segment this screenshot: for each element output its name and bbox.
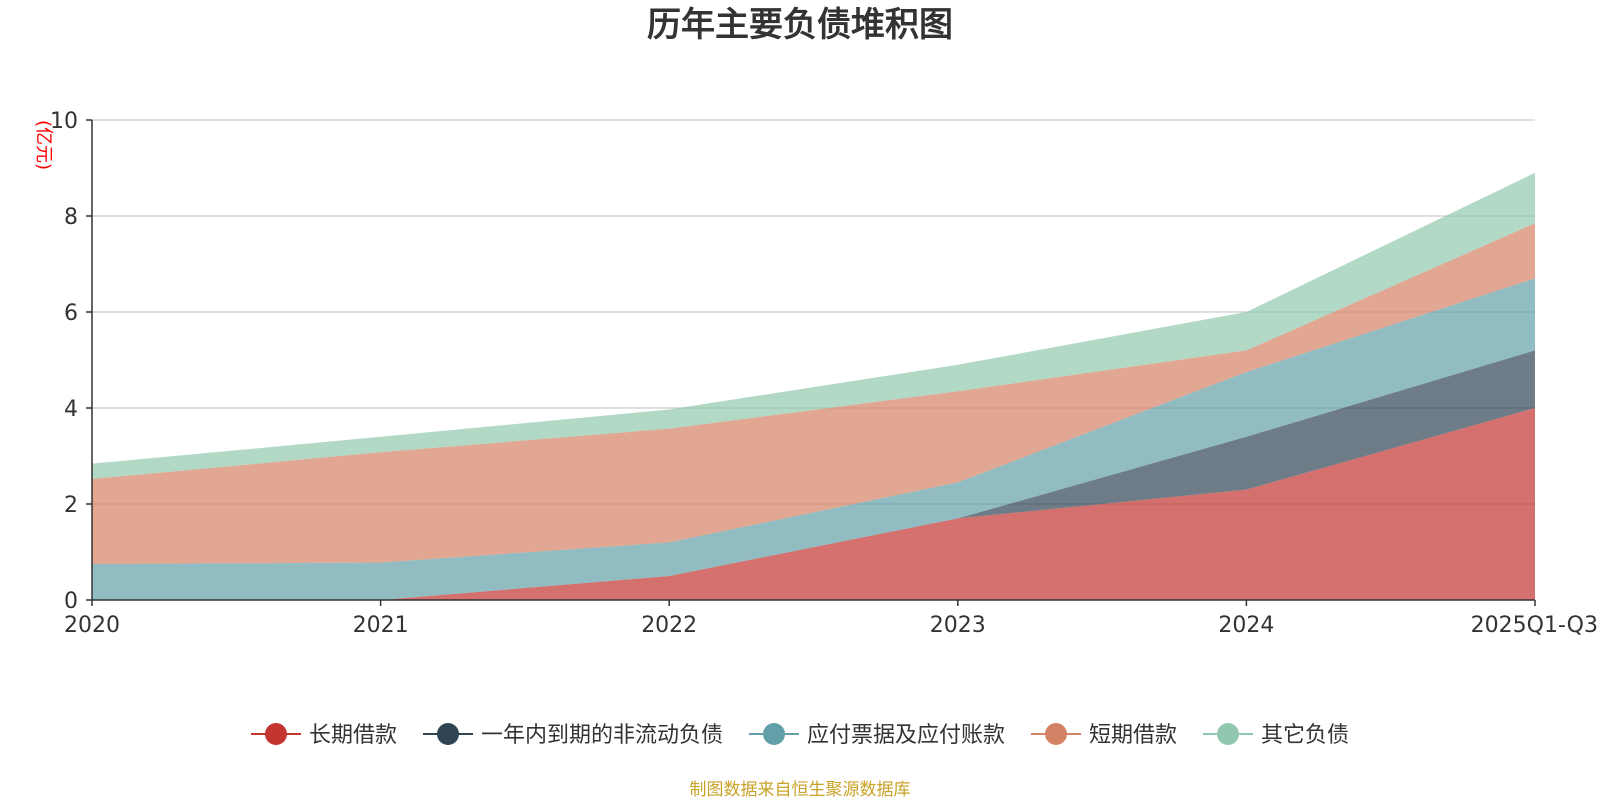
legend-marker-icon xyxy=(1217,723,1239,745)
legend-marker-icon xyxy=(265,723,287,745)
legend-marker-icon xyxy=(763,723,785,745)
legend-marker-icon xyxy=(437,723,459,745)
legend-item-0[interactable]: 长期借款 xyxy=(251,723,397,748)
legend-label: 一年内到期的非流动负债 xyxy=(481,723,723,748)
area-series xyxy=(92,172,1535,600)
legend-label: 应付票据及应付账款 xyxy=(807,723,1005,748)
legend-label: 短期借款 xyxy=(1089,723,1177,748)
y-tick-label: 8 xyxy=(64,205,78,230)
area-series-2 xyxy=(92,278,1535,600)
area-series-0 xyxy=(92,408,1535,600)
y-axis-unit: (亿元) xyxy=(33,120,54,170)
legend-item-2[interactable]: 应付票据及应付账款 xyxy=(749,723,1005,748)
legend[interactable]: 长期借款 一年内到期的非流动负债 应付票据及应付账款 短期借款 其它负债 xyxy=(251,723,1349,748)
x-tick-label: 2020 xyxy=(64,613,120,638)
y-tick-label: 6 xyxy=(64,301,78,326)
legend-item-3[interactable]: 短期借款 xyxy=(1031,723,1177,748)
legend-item-1[interactable]: 一年内到期的非流动负债 xyxy=(423,723,723,748)
source-note: 制图数据来自恒生聚源数据库 xyxy=(690,780,911,800)
y-tick-label: 4 xyxy=(64,397,78,422)
y-tick-label: 10 xyxy=(50,109,78,134)
x-tick-label: 2021 xyxy=(353,613,409,638)
x-tick-label: 2025Q1-Q3 xyxy=(1471,613,1598,638)
x-tick-label: 2024 xyxy=(1218,613,1274,638)
legend-item-4[interactable]: 其它负债 xyxy=(1203,723,1349,748)
legend-marker-icon xyxy=(1045,723,1067,745)
area-series-1 xyxy=(92,350,1535,600)
y-tick-label: 2 xyxy=(64,493,78,518)
axes: 0 2 4 6 8 10 2020 2021 2022 2023 2024 2025Q1-Q3 xyxy=(50,109,1598,638)
area-series-3 xyxy=(92,223,1535,564)
legend-label: 其它负债 xyxy=(1261,723,1349,748)
x-tick-label: 2023 xyxy=(930,613,986,638)
y-tick-label: 0 xyxy=(64,589,78,614)
x-tick-label: 2022 xyxy=(641,613,697,638)
chart-title: 历年主要负债堆积图 xyxy=(647,5,953,45)
area-series-4 xyxy=(92,172,1535,480)
legend-label: 长期借款 xyxy=(309,723,397,748)
